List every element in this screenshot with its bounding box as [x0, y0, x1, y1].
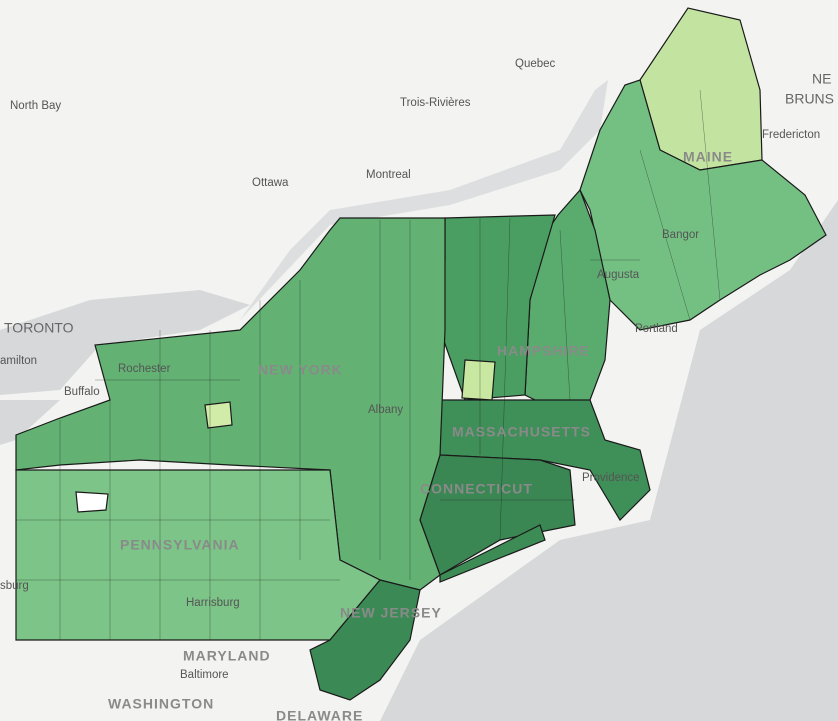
city-label: Albany	[368, 404, 403, 416]
city-label: North Bay	[10, 100, 61, 112]
state-label: NEW YORK	[258, 362, 343, 378]
city-label: Bangor	[662, 229, 699, 241]
state-label: MASSACHUSETTS	[452, 424, 591, 440]
city-label: Buffalo	[64, 386, 100, 398]
city-label: Ottawa	[252, 177, 289, 189]
state-label: CONNECTICUT	[420, 481, 533, 497]
city-label: amilton	[0, 355, 37, 367]
city-label: Harrisburg	[186, 597, 240, 609]
city-label: sburg	[0, 580, 29, 592]
city-label: Rochester	[118, 363, 171, 375]
city-label: Augusta	[597, 269, 640, 281]
pennsylvania	[15, 469, 381, 641]
state-label: MAINE	[683, 149, 733, 165]
city-label: Montreal	[366, 169, 411, 181]
city-label: Portland	[635, 323, 678, 335]
state-label: HAMPSHIRE	[497, 343, 590, 359]
ocean	[380, 200, 838, 721]
state-label: MARYLAND	[183, 648, 271, 664]
city-label: TORONTO	[4, 320, 74, 336]
state-label: PENNSYLVANIA	[120, 537, 240, 553]
state-label: DELAWARE	[276, 708, 363, 721]
city-label: Quebec	[515, 58, 556, 70]
city-label: Baltimore	[180, 669, 229, 681]
city-label: Trois-Rivières	[400, 97, 471, 109]
labels: Quebec Trois-Rivières North Bay Ottawa M…	[0, 58, 834, 721]
city-label: Providence	[582, 472, 640, 484]
state-label: WASHINGTON	[108, 696, 214, 712]
region-label: BRUNS	[785, 91, 834, 107]
long-island	[439, 524, 546, 583]
state-label: NEW JERSEY	[340, 605, 442, 621]
city-label: Fredericton	[762, 129, 820, 141]
river	[240, 80, 608, 320]
county-light	[75, 491, 109, 513]
states	[15, 7, 827, 701]
lake-erie	[0, 400, 60, 445]
region-label: NE	[812, 71, 831, 87]
county-lines	[16, 89, 721, 640]
county-pale	[204, 401, 233, 429]
lake-ontario	[0, 290, 250, 395]
county-pale2	[461, 359, 496, 401]
new-jersey	[309, 579, 421, 701]
